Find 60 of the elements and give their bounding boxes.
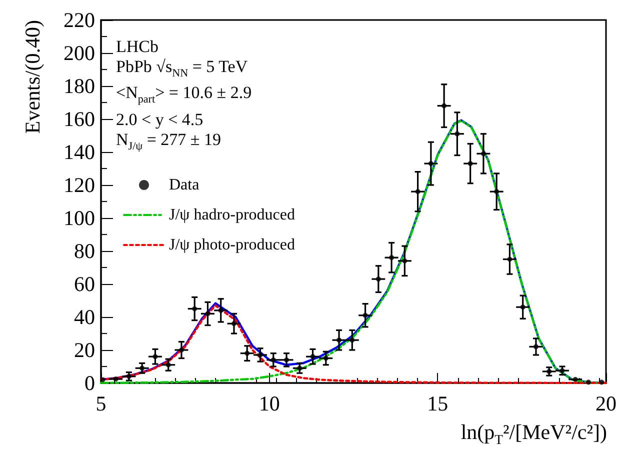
point xyxy=(415,189,420,194)
point xyxy=(152,354,158,360)
point xyxy=(362,312,368,318)
point xyxy=(218,308,224,313)
legend-label: Data xyxy=(169,176,200,194)
x-axis-title: ln(p$_{T}$²/[MeV²/c²]) xyxy=(460,420,607,448)
point xyxy=(178,348,184,352)
annotation: PbPb √s$_{NN}$ = 5 TeV xyxy=(116,57,249,82)
x-tick-label: 10 xyxy=(258,392,280,416)
point xyxy=(480,151,486,156)
point xyxy=(205,311,210,316)
y-tick-label: 120 xyxy=(64,173,95,197)
point xyxy=(323,356,328,361)
point xyxy=(494,189,500,194)
y-tick-label: 200 xyxy=(64,41,95,65)
point xyxy=(297,366,302,371)
legend-label: J/ψ photo-produced xyxy=(169,236,295,254)
point xyxy=(442,103,447,108)
point xyxy=(454,131,460,136)
y-tick-label: 20 xyxy=(74,338,95,362)
x-tick-label: 5 xyxy=(96,392,106,416)
y-tick-label: 100 xyxy=(64,206,95,230)
point xyxy=(586,380,591,385)
point xyxy=(284,357,290,362)
point xyxy=(140,366,145,371)
y-tick-label: 220 xyxy=(64,8,95,32)
x-tick-label: 15 xyxy=(427,392,448,416)
point xyxy=(389,255,394,260)
y-axis-title: Events/(0.40) xyxy=(20,20,44,134)
point xyxy=(428,161,434,166)
point xyxy=(100,377,106,382)
annotation: LHCb xyxy=(116,37,160,57)
point xyxy=(270,357,276,362)
y-tick-label: 180 xyxy=(64,74,95,98)
legend-label: J/ψ hadro-produced xyxy=(169,206,295,224)
y-tick-label: 60 xyxy=(74,272,95,296)
point xyxy=(402,258,408,264)
point xyxy=(520,304,526,310)
annotation: <N$_{part}$> = 10.6 ± 2.9 xyxy=(116,83,252,108)
y-tick-label: 80 xyxy=(74,239,95,263)
point xyxy=(533,344,538,350)
point xyxy=(244,350,250,356)
point xyxy=(376,276,381,282)
point xyxy=(350,338,355,343)
y-tick-label: 160 xyxy=(64,107,95,131)
y-tick-label: 0 xyxy=(84,371,95,395)
point xyxy=(231,321,236,326)
annotation: 2.0 < y < 4.5 xyxy=(116,110,204,130)
x-tick-label: 20 xyxy=(596,392,616,416)
annotation: N$_{J/ψ}$ = 277 ± 19 xyxy=(116,130,222,154)
point xyxy=(599,380,604,385)
y-tick-label: 140 xyxy=(64,140,95,164)
point xyxy=(336,338,342,343)
point xyxy=(310,354,316,360)
point xyxy=(166,362,171,368)
y-tick-label: 40 xyxy=(74,305,95,329)
point xyxy=(468,161,473,166)
point xyxy=(258,352,263,358)
point xyxy=(507,256,512,262)
point xyxy=(192,306,198,312)
